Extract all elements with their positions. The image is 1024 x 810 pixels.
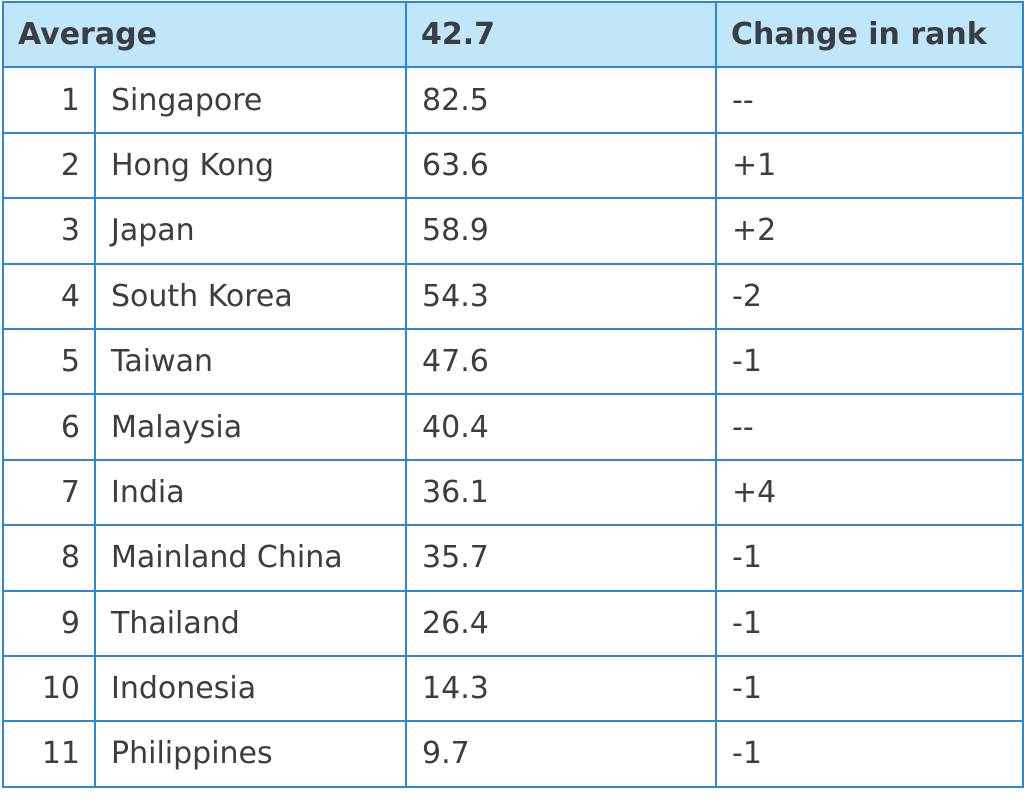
- country-cell: Indonesia: [93, 654, 408, 723]
- change-cell: -1: [715, 720, 1024, 788]
- rank-cell: 3: [2, 197, 96, 265]
- rank-cell: 9: [2, 589, 96, 657]
- country-cell: Singapore: [93, 66, 408, 134]
- rank-cell: 7: [2, 458, 96, 527]
- table-row: 4 South Korea 54.3 -2: [2, 262, 1024, 330]
- change-cell: --: [715, 66, 1024, 134]
- score-cell: 9.7: [405, 720, 718, 788]
- country-cell: India: [93, 458, 408, 527]
- country-cell: South Korea: [93, 262, 408, 330]
- change-cell: -2: [715, 262, 1024, 330]
- table-row: 9 Thailand 26.4 -1: [2, 589, 1024, 657]
- country-cell: Taiwan: [93, 327, 408, 396]
- ranking-table: Average 42.7 Change in rank 1 Singapore …: [1, 0, 1024, 788]
- country-cell: Malaysia: [93, 393, 408, 461]
- change-cell: -1: [715, 589, 1024, 657]
- score-cell: 54.3: [405, 262, 718, 330]
- score-cell: 35.7: [405, 524, 718, 592]
- table-row: 3 Japan 58.9 +2: [2, 197, 1024, 265]
- change-cell: +1: [715, 131, 1024, 200]
- score-cell: 58.9: [405, 197, 718, 265]
- rank-cell: 2: [2, 131, 96, 200]
- table-row: 8 Mainland China 35.7 -1: [2, 524, 1024, 592]
- score-cell: 36.1: [405, 458, 718, 527]
- header-average-label: Average: [1, 0, 408, 69]
- country-cell: Hong Kong: [93, 131, 408, 200]
- score-cell: 40.4: [405, 393, 718, 461]
- change-cell: +4: [715, 458, 1024, 527]
- score-cell: 14.3: [405, 654, 718, 723]
- table-row: 5 Taiwan 47.6 -1: [2, 327, 1024, 396]
- rank-cell: 8: [2, 524, 96, 592]
- score-cell: 63.6: [405, 131, 718, 200]
- country-cell: Japan: [93, 197, 408, 265]
- table-row: 2 Hong Kong 63.6 +1: [2, 131, 1024, 200]
- table-row: 1 Singapore 82.5 --: [2, 66, 1024, 134]
- header-average-score: 42.7: [405, 0, 718, 69]
- rank-cell: 10: [2, 654, 96, 723]
- score-cell: 82.5: [405, 66, 718, 134]
- rank-cell: 4: [2, 262, 96, 330]
- header-row: Average 42.7 Change in rank: [1, 0, 1024, 69]
- rank-cell: 11: [2, 720, 96, 788]
- table-row: 10 Indonesia 14.3 -1: [2, 654, 1024, 723]
- change-cell: -1: [715, 654, 1024, 723]
- header-change-in-rank: Change in rank: [715, 0, 1024, 69]
- change-cell: +2: [715, 197, 1024, 265]
- table-row: 6 Malaysia 40.4 --: [2, 393, 1024, 461]
- country-cell: Thailand: [93, 589, 408, 657]
- score-cell: 47.6: [405, 327, 718, 396]
- country-cell: Mainland China: [93, 524, 408, 592]
- country-cell: Philippines: [93, 720, 408, 788]
- table-row: 11 Philippines 9.7 -1: [2, 720, 1024, 788]
- change-cell: --: [715, 393, 1024, 461]
- rank-cell: 5: [2, 327, 96, 396]
- rank-cell: 1: [2, 66, 96, 134]
- change-cell: -1: [715, 524, 1024, 592]
- table-row: 7 India 36.1 +4: [2, 458, 1024, 527]
- rank-cell: 6: [2, 393, 96, 461]
- score-cell: 26.4: [405, 589, 718, 657]
- change-cell: -1: [715, 327, 1024, 396]
